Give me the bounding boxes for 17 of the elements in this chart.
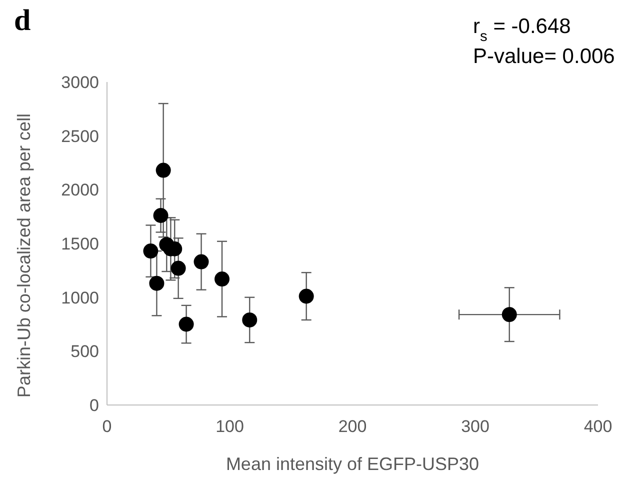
y-tick-label: 500 xyxy=(70,342,99,362)
y-axis-title: Parkin-Ub co-localized area per cell xyxy=(14,113,34,398)
x-tick-label: 300 xyxy=(461,417,490,436)
text: P-value= 0.006 xyxy=(473,45,615,68)
y-tick-label: 2500 xyxy=(61,126,99,146)
x-tick-label: 0 xyxy=(102,417,112,436)
x-axis-title: Mean intensity of EGFP-USP30 xyxy=(226,454,480,474)
x-tick-label: 400 xyxy=(584,417,612,436)
y-tick-label: 0 xyxy=(90,396,99,415)
text: r$_{s}$ = -0.648 xyxy=(473,15,571,45)
y-tick-label: 2000 xyxy=(61,180,99,200)
y-tick-label: 1000 xyxy=(61,288,99,308)
x-tick-label: 200 xyxy=(338,417,367,436)
text: d xyxy=(14,4,31,37)
x-tick-label: 100 xyxy=(216,417,244,436)
y-tick-label: 3000 xyxy=(61,72,99,92)
y-tick-label: 1500 xyxy=(61,234,99,254)
